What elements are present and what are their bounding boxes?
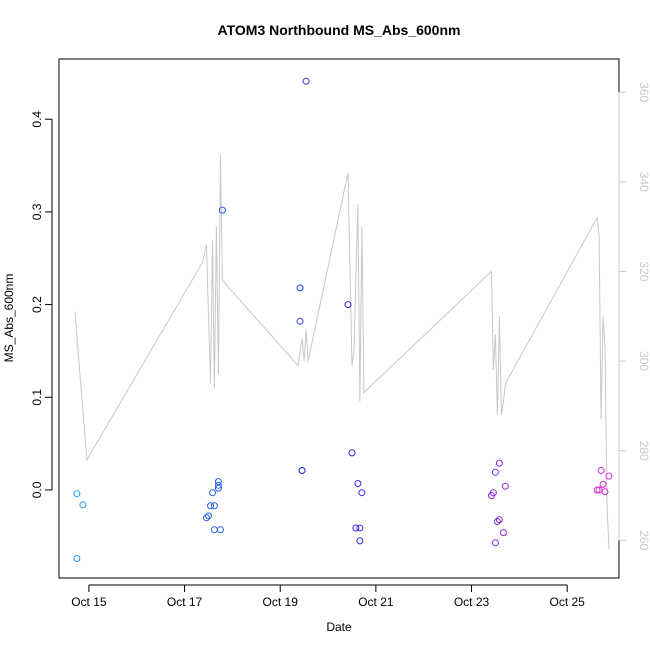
data-point bbox=[344, 301, 352, 309]
data-point bbox=[210, 502, 218, 510]
data-point bbox=[203, 514, 210, 522]
data-point bbox=[493, 518, 501, 525]
x-axis-label: Date bbox=[326, 620, 352, 634]
data-point bbox=[296, 317, 304, 325]
y-tick-label: 0.2 bbox=[30, 296, 44, 313]
x-tick-label: Oct 19 bbox=[263, 595, 299, 609]
axes-layer: Oct 15 Oct 17 Oct 19 Oct 21 Oct 23 Oct 25 0.0 0… bbox=[30, 82, 650, 609]
data-point bbox=[352, 524, 360, 532]
data-point bbox=[593, 486, 601, 494]
data-point bbox=[597, 467, 605, 474]
y-tick-label: 0.4 bbox=[30, 111, 44, 128]
plot-frame bbox=[58, 58, 620, 579]
x-tick-label: Oct 15 bbox=[71, 595, 107, 609]
data-point bbox=[358, 489, 366, 497]
data-point bbox=[296, 284, 304, 292]
data-point bbox=[491, 468, 499, 476]
data-point bbox=[298, 467, 306, 474]
data-point bbox=[214, 478, 222, 486]
series-line bbox=[74, 154, 610, 550]
data-point bbox=[214, 481, 222, 489]
data-point bbox=[302, 77, 310, 85]
y2-tick-label: 260 bbox=[637, 530, 650, 550]
data-point bbox=[207, 502, 214, 510]
y2-tick-label: 340 bbox=[637, 172, 650, 192]
x-tick-label: Oct 17 bbox=[167, 595, 203, 609]
y-tick-label: 0.0 bbox=[30, 481, 44, 498]
data-point bbox=[205, 512, 212, 520]
data-point bbox=[348, 449, 356, 457]
y-tick-label: 0.1 bbox=[30, 389, 44, 406]
data-point bbox=[495, 459, 503, 467]
data-point bbox=[491, 539, 499, 547]
data-point bbox=[79, 501, 87, 509]
x-tick-label: Oct 23 bbox=[454, 595, 490, 609]
y-axis-label: MS_Abs_600nm bbox=[2, 274, 16, 363]
data-point bbox=[601, 488, 609, 496]
data-point bbox=[356, 524, 364, 532]
x-tick-label: Oct 21 bbox=[358, 595, 394, 609]
data-point bbox=[489, 489, 497, 497]
data-point bbox=[354, 480, 362, 487]
y2-tick-label: 320 bbox=[637, 261, 650, 281]
data-point bbox=[599, 480, 607, 488]
plot-layer bbox=[73, 77, 613, 562]
y2-tick-label: 300 bbox=[637, 351, 650, 371]
y-tick-label: 0.3 bbox=[30, 203, 44, 220]
y2-tick-label: 280 bbox=[637, 441, 650, 461]
x-tick-label: Oct 25 bbox=[550, 595, 586, 609]
data-point bbox=[495, 516, 503, 524]
data-point bbox=[209, 489, 216, 497]
data-point bbox=[216, 526, 224, 534]
data-point bbox=[210, 526, 218, 534]
data-point bbox=[605, 472, 613, 480]
chart-title: ATOM3 Northbound MS_Abs_600nm bbox=[218, 22, 461, 38]
data-point bbox=[218, 206, 226, 214]
data-point bbox=[73, 555, 81, 562]
data-point bbox=[501, 482, 509, 490]
y2-tick-label: 360 bbox=[637, 82, 650, 102]
data-point bbox=[356, 537, 364, 545]
data-point bbox=[499, 529, 507, 537]
data-point bbox=[73, 490, 81, 498]
